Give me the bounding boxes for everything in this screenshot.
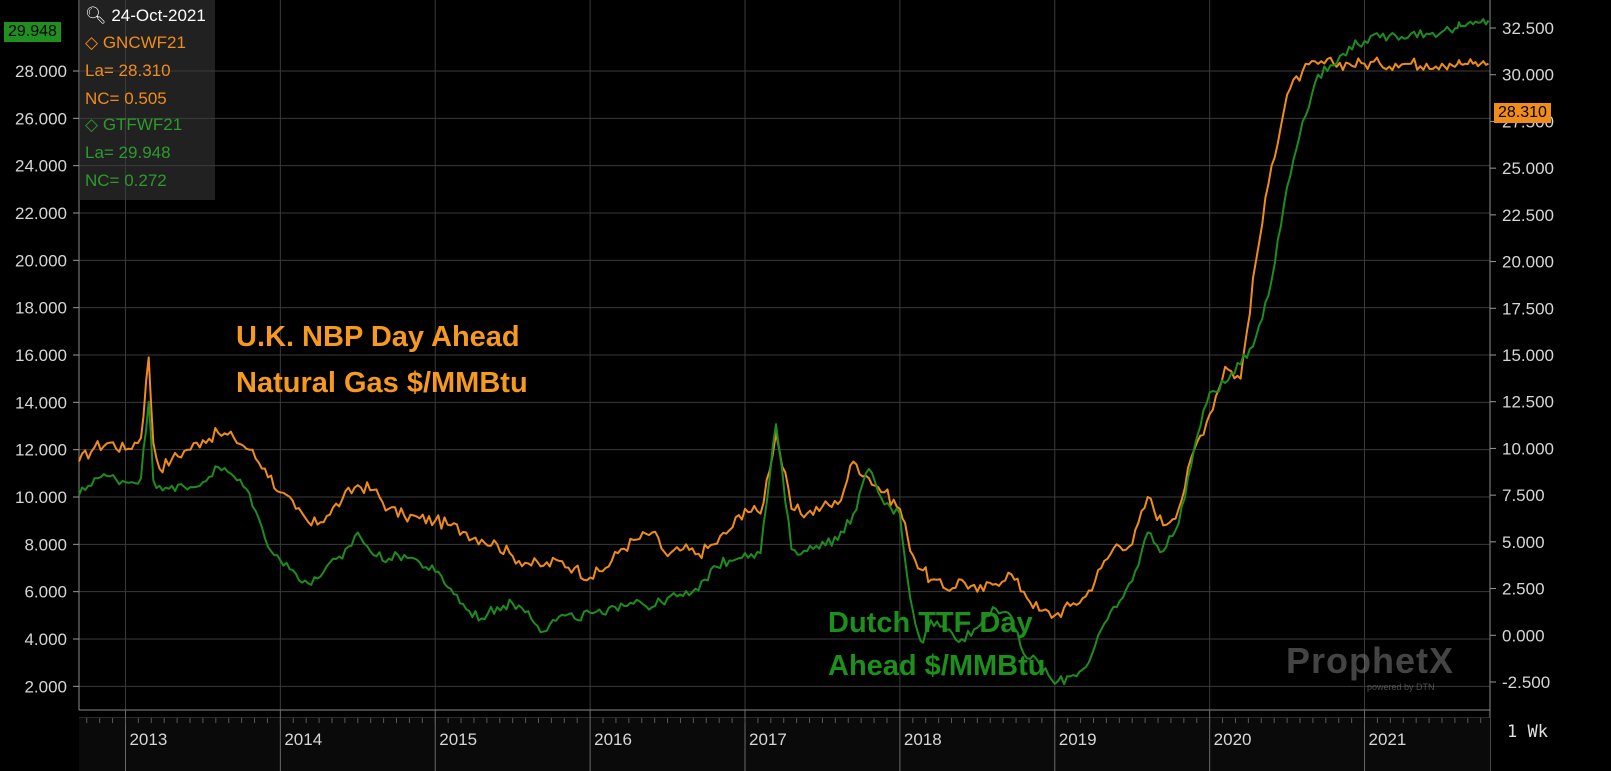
left-tick-label: 18.000 bbox=[15, 299, 67, 318]
left-tick-label: 10.000 bbox=[15, 488, 67, 507]
left-tick-label: 8.000 bbox=[24, 535, 67, 554]
right-tick-label: 2.500 bbox=[1502, 580, 1545, 599]
left-tick-label: 16.000 bbox=[15, 346, 67, 365]
x-tick-label: 2019 bbox=[1059, 730, 1097, 749]
period-selector[interactable]: 1 Wk bbox=[1507, 722, 1548, 742]
x-axis-ticks: 2013 2014 2015 2016 2017 2018 2019 2020 2021 bbox=[86, 710, 1482, 771]
prophetx-watermark: ProphetX bbox=[1286, 640, 1455, 681]
legend-date-text: 24-Oct-2021 bbox=[111, 6, 206, 25]
nbp-annotation-line1: U.K. NBP Day Ahead bbox=[236, 321, 520, 353]
watermark-sub: powered by DTN bbox=[1367, 682, 1435, 692]
left-tick-label: 24.000 bbox=[15, 157, 67, 176]
legend-series2-label: GTFWF21 bbox=[102, 115, 183, 134]
left-tick-label: 22.000 bbox=[15, 204, 67, 223]
x-tick-label: 2014 bbox=[284, 730, 322, 749]
series-line-GTFWF21 bbox=[78, 18, 1490, 686]
series-line-GNCWF21 bbox=[78, 56, 1489, 619]
grid bbox=[79, 0, 1490, 710]
right-tick-label: 10.000 bbox=[1502, 439, 1554, 458]
x-axis-strip bbox=[79, 718, 1490, 771]
legend-series2-last: La= 29.948 bbox=[85, 143, 171, 162]
diamond-icon: ◇ bbox=[85, 115, 99, 134]
right-tick-label: 22.500 bbox=[1502, 206, 1554, 225]
right-tick-label: 32.500 bbox=[1502, 19, 1554, 38]
right-tick-label: 5.000 bbox=[1502, 533, 1545, 552]
right-tick-label: 0.000 bbox=[1502, 626, 1545, 645]
ttf-annotation-line1: Dutch TTF Day bbox=[828, 607, 1033, 639]
left-tick-label: 2.000 bbox=[24, 677, 67, 696]
right-tick-label: 17.500 bbox=[1502, 299, 1554, 318]
left-tick-label: 26.000 bbox=[15, 109, 67, 128]
legend-panel: 🔍︎ 24-Oct-2021 ◇ GNCWF21 La= 28.310 NC= … bbox=[79, 0, 215, 200]
zoom-icon[interactable]: 🔍︎ bbox=[85, 6, 107, 25]
annotations: U.K. NBP Day Ahead Natural Gas $/MMBtu D… bbox=[236, 321, 1046, 682]
right-tick-label: 15.000 bbox=[1502, 346, 1554, 365]
left-tick-label: 28.000 bbox=[15, 62, 67, 81]
left-tick-label: 12.000 bbox=[15, 441, 67, 460]
x-tick-label: 2018 bbox=[904, 730, 942, 749]
x-tick-label: 2020 bbox=[1214, 730, 1252, 749]
right-tick-label: 25.000 bbox=[1502, 159, 1554, 178]
legend-series2-name[interactable]: ◇ GTFWF21 bbox=[85, 115, 182, 135]
legend-series1-label: GNCWF21 bbox=[102, 33, 186, 52]
left-tick-label: 14.000 bbox=[15, 393, 67, 412]
right-tick-label: 20.000 bbox=[1502, 253, 1554, 272]
right-tick-label: 12.500 bbox=[1502, 393, 1554, 412]
x-tick-label: 2021 bbox=[1369, 730, 1407, 749]
left-tick-label: 4.000 bbox=[24, 630, 67, 649]
right-tick-label: -2.500 bbox=[1502, 673, 1550, 692]
legend-series1-last: La= 28.310 bbox=[85, 61, 171, 80]
legend-series1-change: NC= 0.505 bbox=[85, 89, 167, 108]
right-tick-label: 7.500 bbox=[1502, 486, 1545, 505]
nbp-annotation-line2: Natural Gas $/MMBtu bbox=[236, 367, 528, 399]
right-last-value-badge: 28.310 bbox=[1494, 103, 1551, 123]
left-axis-ticks: 2.000 4.000 6.000 8.000 10.000 12.000 14.000 16… bbox=[15, 62, 79, 696]
diamond-icon: ◇ bbox=[85, 33, 99, 52]
left-tick-label: 20.000 bbox=[15, 251, 67, 270]
right-tick-label: 30.000 bbox=[1502, 66, 1554, 85]
legend-series2-change: NC= 0.272 bbox=[85, 171, 167, 190]
x-tick-label: 2015 bbox=[439, 730, 477, 749]
legend-date: 🔍︎ 24-Oct-2021 bbox=[85, 6, 206, 26]
x-tick-label: 2016 bbox=[594, 730, 632, 749]
legend-series1-name[interactable]: ◇ GNCWF21 bbox=[85, 33, 186, 53]
ttf-annotation-line2: Ahead $/MMBtu bbox=[828, 650, 1046, 682]
x-tick-label: 2017 bbox=[749, 730, 787, 749]
left-last-value-badge: 29.948 bbox=[4, 22, 61, 42]
series-lines bbox=[78, 18, 1490, 686]
left-tick-label: 6.000 bbox=[24, 583, 67, 602]
x-tick-label: 2013 bbox=[129, 730, 167, 749]
axes bbox=[78, 0, 1491, 771]
